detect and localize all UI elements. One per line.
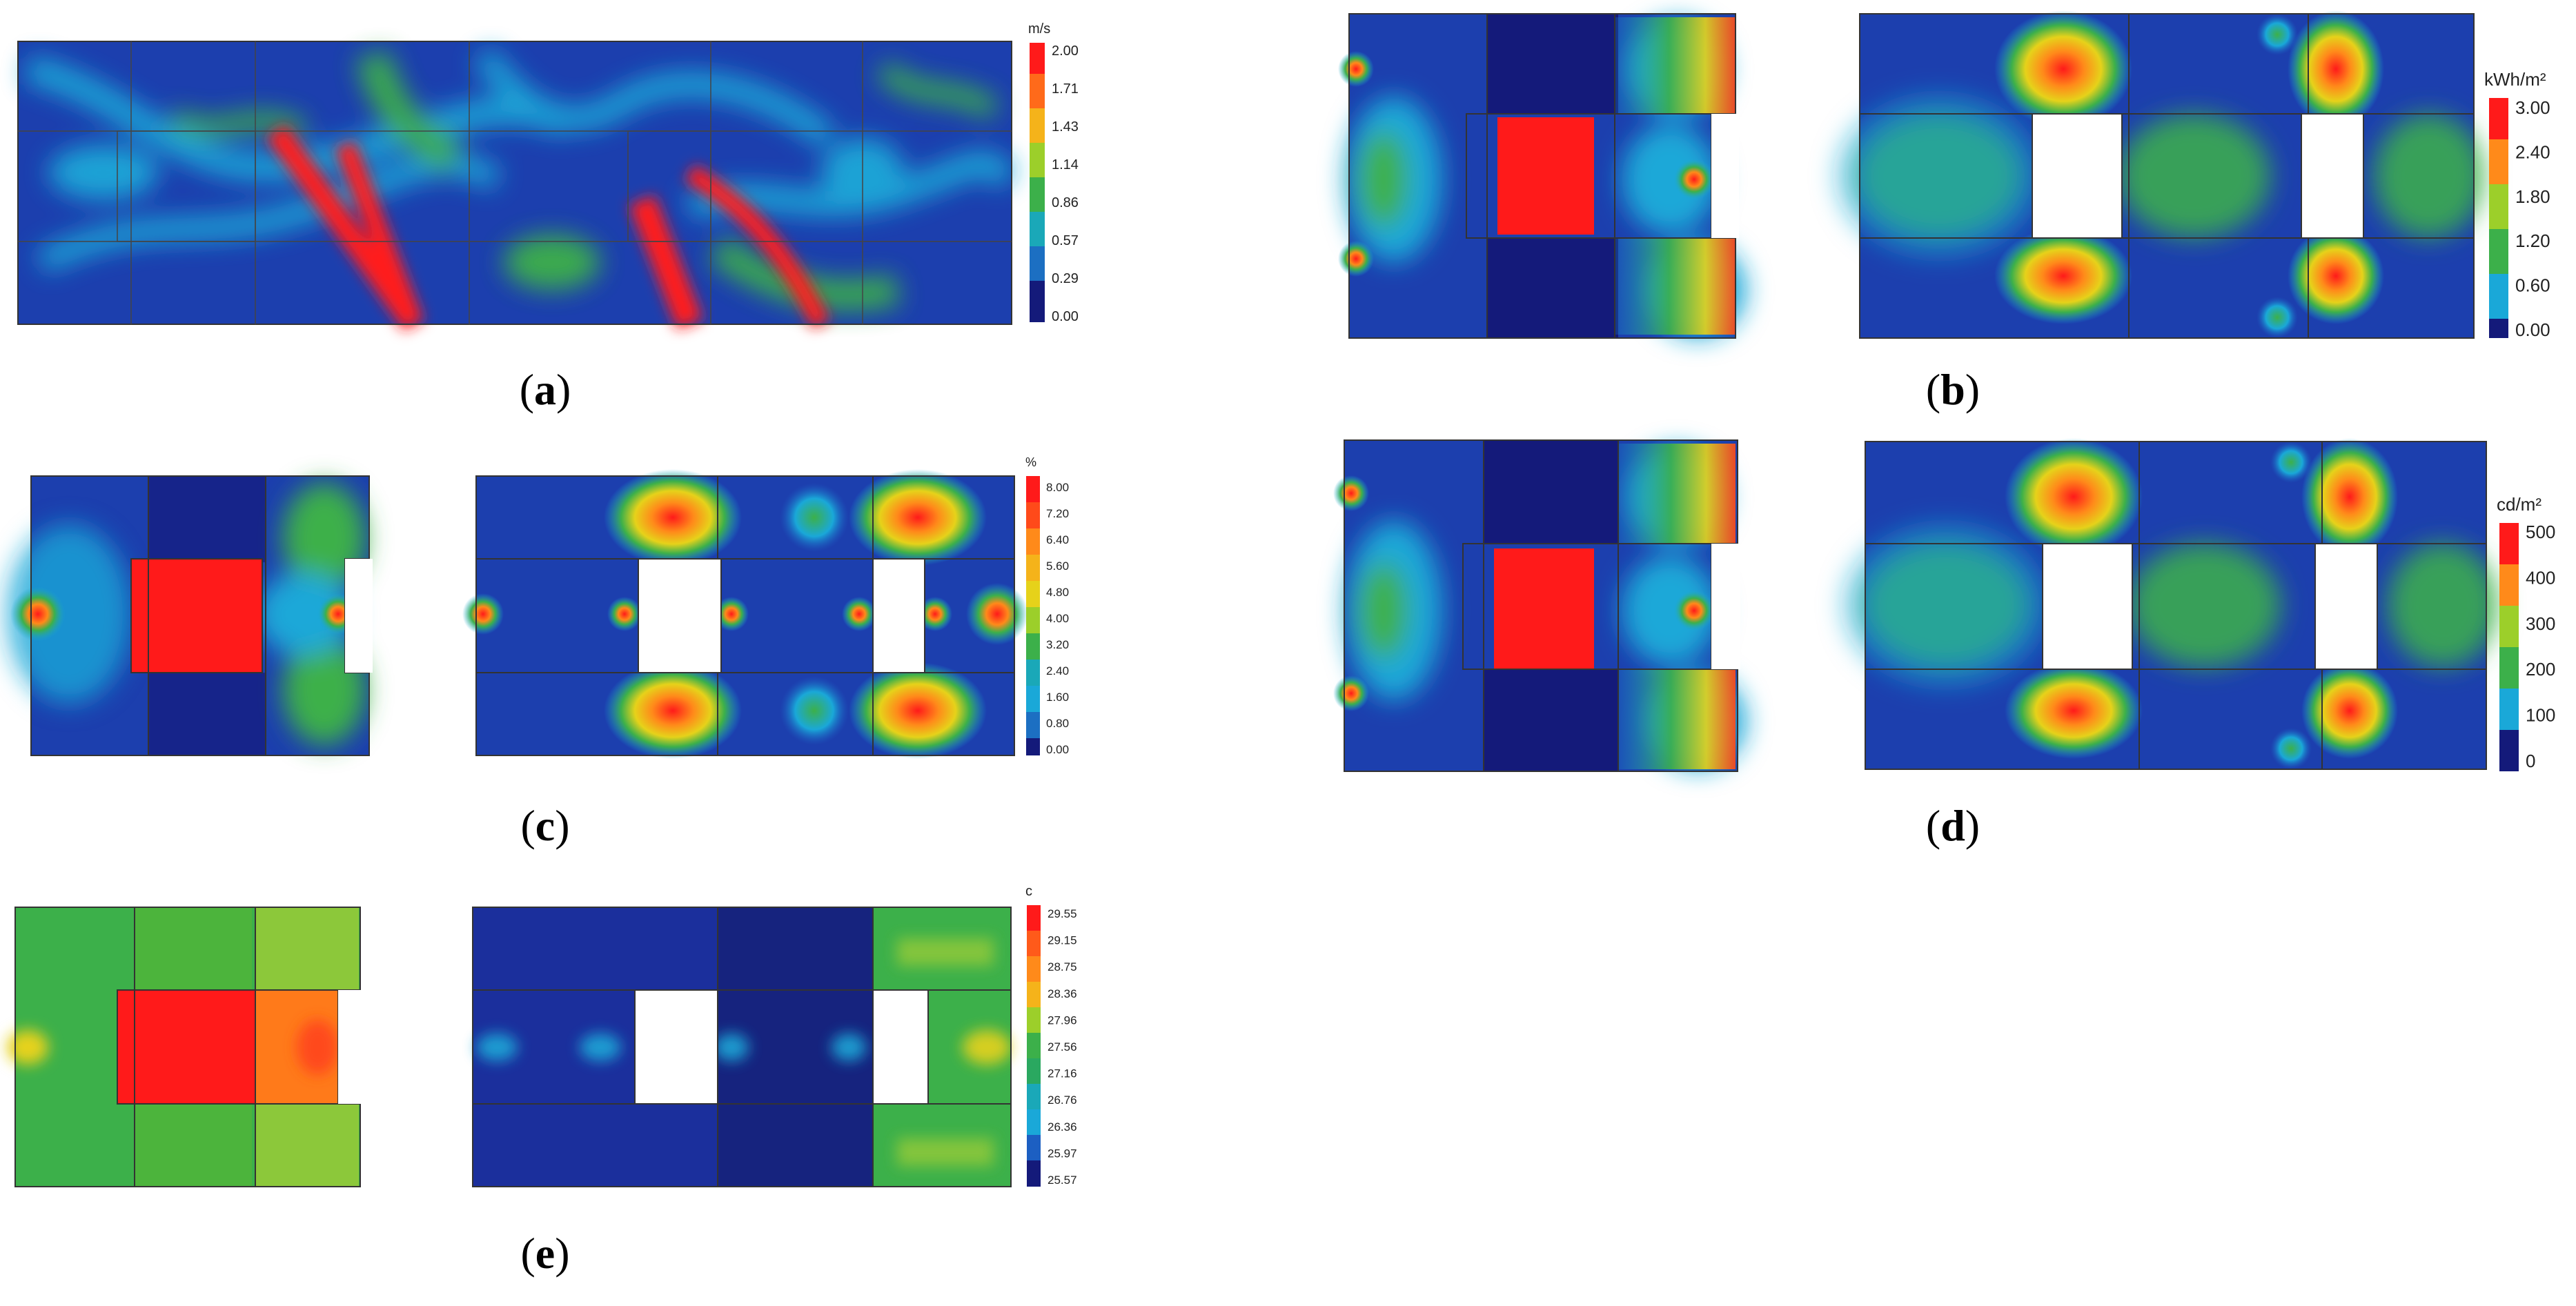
panel-c-tick-label: 0.80: [1046, 717, 1069, 730]
panel-c-left-heatmap: [7, 475, 373, 756]
panel-d-unit: cd/m²: [2497, 494, 2541, 515]
panel-d-tick-label: 0: [2526, 751, 2535, 771]
panel-b: kWh/m² 3.00 2.40 1.80 1.20 0.60 0.00: [1338, 10, 2550, 340]
panel-b-tick-label: 3.00: [2515, 97, 2550, 118]
panel-c: % 8.00 7.20 6.40 5.60 4.80 4.00 3.20 2.40 1.60 0.…: [7, 455, 1069, 759]
panel-e-tick-label: 27.16: [1048, 1067, 1077, 1080]
panel-a-tick-label: 0.86: [1052, 195, 1079, 210]
panel-a-ticks: 2.00 1.71 1.43 1.14 0.86 0.57 0.29 0.00: [1052, 43, 1079, 324]
panel-e-colorbar: c 29.55 29.15 28.75 28.36 27.96 27.56 27.16 26.…: [1025, 884, 1077, 1187]
panel-b-tick-label: 0.00: [2515, 319, 2550, 340]
panel-c-tick-label: 7.20: [1046, 507, 1069, 520]
panel-a-tick-label: 0.00: [1052, 309, 1079, 324]
panel-b-caption-letter: b: [1940, 365, 1965, 414]
panel-c-tick-label: 4.00: [1046, 612, 1069, 625]
panel-d-tick-label: 400: [2526, 567, 2555, 588]
panel-b-tick-label: 1.20: [2515, 230, 2550, 251]
panel-b-tick-label: 2.40: [2515, 141, 2550, 162]
panel-e-tick-label: 29.15: [1048, 934, 1077, 947]
panel-b-tick-label: 0.60: [2515, 275, 2550, 296]
panel-c-unit: %: [1025, 455, 1036, 469]
panel-c-tick-label: 6.40: [1046, 533, 1069, 546]
panel-b-ticks: 3.00 2.40 1.80 1.20 0.60 0.00: [2515, 97, 2550, 340]
panel-c-tick-label: 8.00: [1046, 481, 1069, 494]
panel-b-tick-label: 1.80: [2515, 186, 2550, 207]
panel-d-tick-label: 500: [2526, 522, 2555, 542]
panel-d-tick-label: 300: [2526, 613, 2555, 634]
panel-d-caption-letter: d: [1940, 801, 1965, 850]
panel-e-caption-letter: e: [535, 1229, 555, 1278]
panel-a: m/s 2.00 1.71 1.43 1.14 0.86 0.57 0.29 0.00: [17, 21, 1079, 331]
panel-b-unit: kWh/m²: [2484, 69, 2546, 90]
panel-d-right-heatmap: [1842, 438, 2498, 770]
panel-e-unit: c: [1025, 884, 1032, 899]
panel-c-tick-label: 2.40: [1046, 664, 1069, 677]
panel-c-ticks: 8.00 7.20 6.40 5.60 4.80 4.00 3.20 2.40 1.60 0.80…: [1046, 481, 1069, 756]
panel-d-tick-label: 200: [2526, 659, 2555, 680]
panel-e-tick-label: 28.75: [1048, 960, 1077, 973]
panel-c-right-heatmap: [462, 469, 1028, 759]
panel-a-heatmap: [17, 41, 1017, 331]
panel-a-tick-label: 0.57: [1052, 233, 1079, 248]
panel-c-tick-label: 4.80: [1046, 586, 1069, 599]
panel-e: c 29.55 29.15 28.75 28.36 27.96 27.56 27.16 26.…: [7, 884, 1077, 1187]
panel-c-tick-label: 3.20: [1046, 638, 1069, 651]
panel-e-tick-label: 25.57: [1048, 1174, 1077, 1187]
panel-a-tick-label: 1.43: [1052, 119, 1079, 135]
panel-e-ticks: 29.55 29.15 28.75 28.36 27.96 27.56 27.16 26.76…: [1048, 907, 1077, 1187]
panel-b-colorbar: kWh/m² 3.00 2.40 1.80 1.20 0.60 0.00: [2484, 69, 2550, 340]
panel-e-tick-label: 27.96: [1048, 1013, 1077, 1027]
panel-c-caption: (c): [520, 801, 570, 850]
panel-e-tick-label: 25.97: [1048, 1147, 1077, 1160]
panel-c-colorbar: % 8.00 7.20 6.40 5.60 4.80 4.00 3.20 2.40 1.60 0.…: [1025, 455, 1069, 756]
panel-a-tick-label: 0.29: [1052, 271, 1079, 286]
panel-d-ticks: 500 400 300 200 100 0: [2526, 522, 2555, 771]
panel-e-caption: (e): [520, 1229, 570, 1278]
panel-e-right-heatmap: [472, 907, 1012, 1187]
panel-a-caption: (a): [519, 365, 571, 414]
panel-b-right-heatmap: [1836, 10, 2484, 339]
panel-d-colorbar: cd/m² 500 400 300 200 100 0: [2497, 494, 2555, 771]
panel-a-tick-label: 1.71: [1052, 81, 1079, 97]
panel-a-tick-label: 2.00: [1052, 43, 1079, 59]
panel-e-tick-label: 27.56: [1048, 1040, 1077, 1053]
panel-a-unit: m/s: [1028, 21, 1050, 37]
panel-a-tick-label: 1.14: [1052, 157, 1079, 172]
panel-a-colorbar: m/s 2.00 1.71 1.43 1.14 0.86 0.57 0.29 0.00: [1028, 21, 1079, 324]
panel-b-left-heatmap: [1338, 13, 1746, 339]
panel-d: cd/m² 500 400 300 200 100 0: [1333, 438, 2555, 772]
panel-c-tick-label: 0.00: [1046, 743, 1069, 756]
panel-b-caption: (b): [1925, 365, 1980, 414]
panel-d-left-heatmap: [1333, 439, 1746, 772]
panel-e-tick-label: 26.76: [1048, 1094, 1077, 1107]
panel-c-tick-label: 1.60: [1046, 691, 1069, 704]
panel-e-left-heatmap: [7, 907, 363, 1187]
panel-e-tick-label: 29.55: [1048, 907, 1077, 920]
panel-e-tick-label: 28.36: [1048, 987, 1077, 1000]
panel-d-tick-label: 100: [2526, 705, 2555, 726]
panel-a-caption-letter: a: [534, 365, 556, 414]
panel-d-caption: (d): [1925, 801, 1980, 850]
panel-e-tick-label: 26.36: [1048, 1120, 1077, 1134]
panel-c-tick-label: 5.60: [1046, 560, 1069, 573]
panel-c-caption-letter: c: [535, 801, 555, 850]
